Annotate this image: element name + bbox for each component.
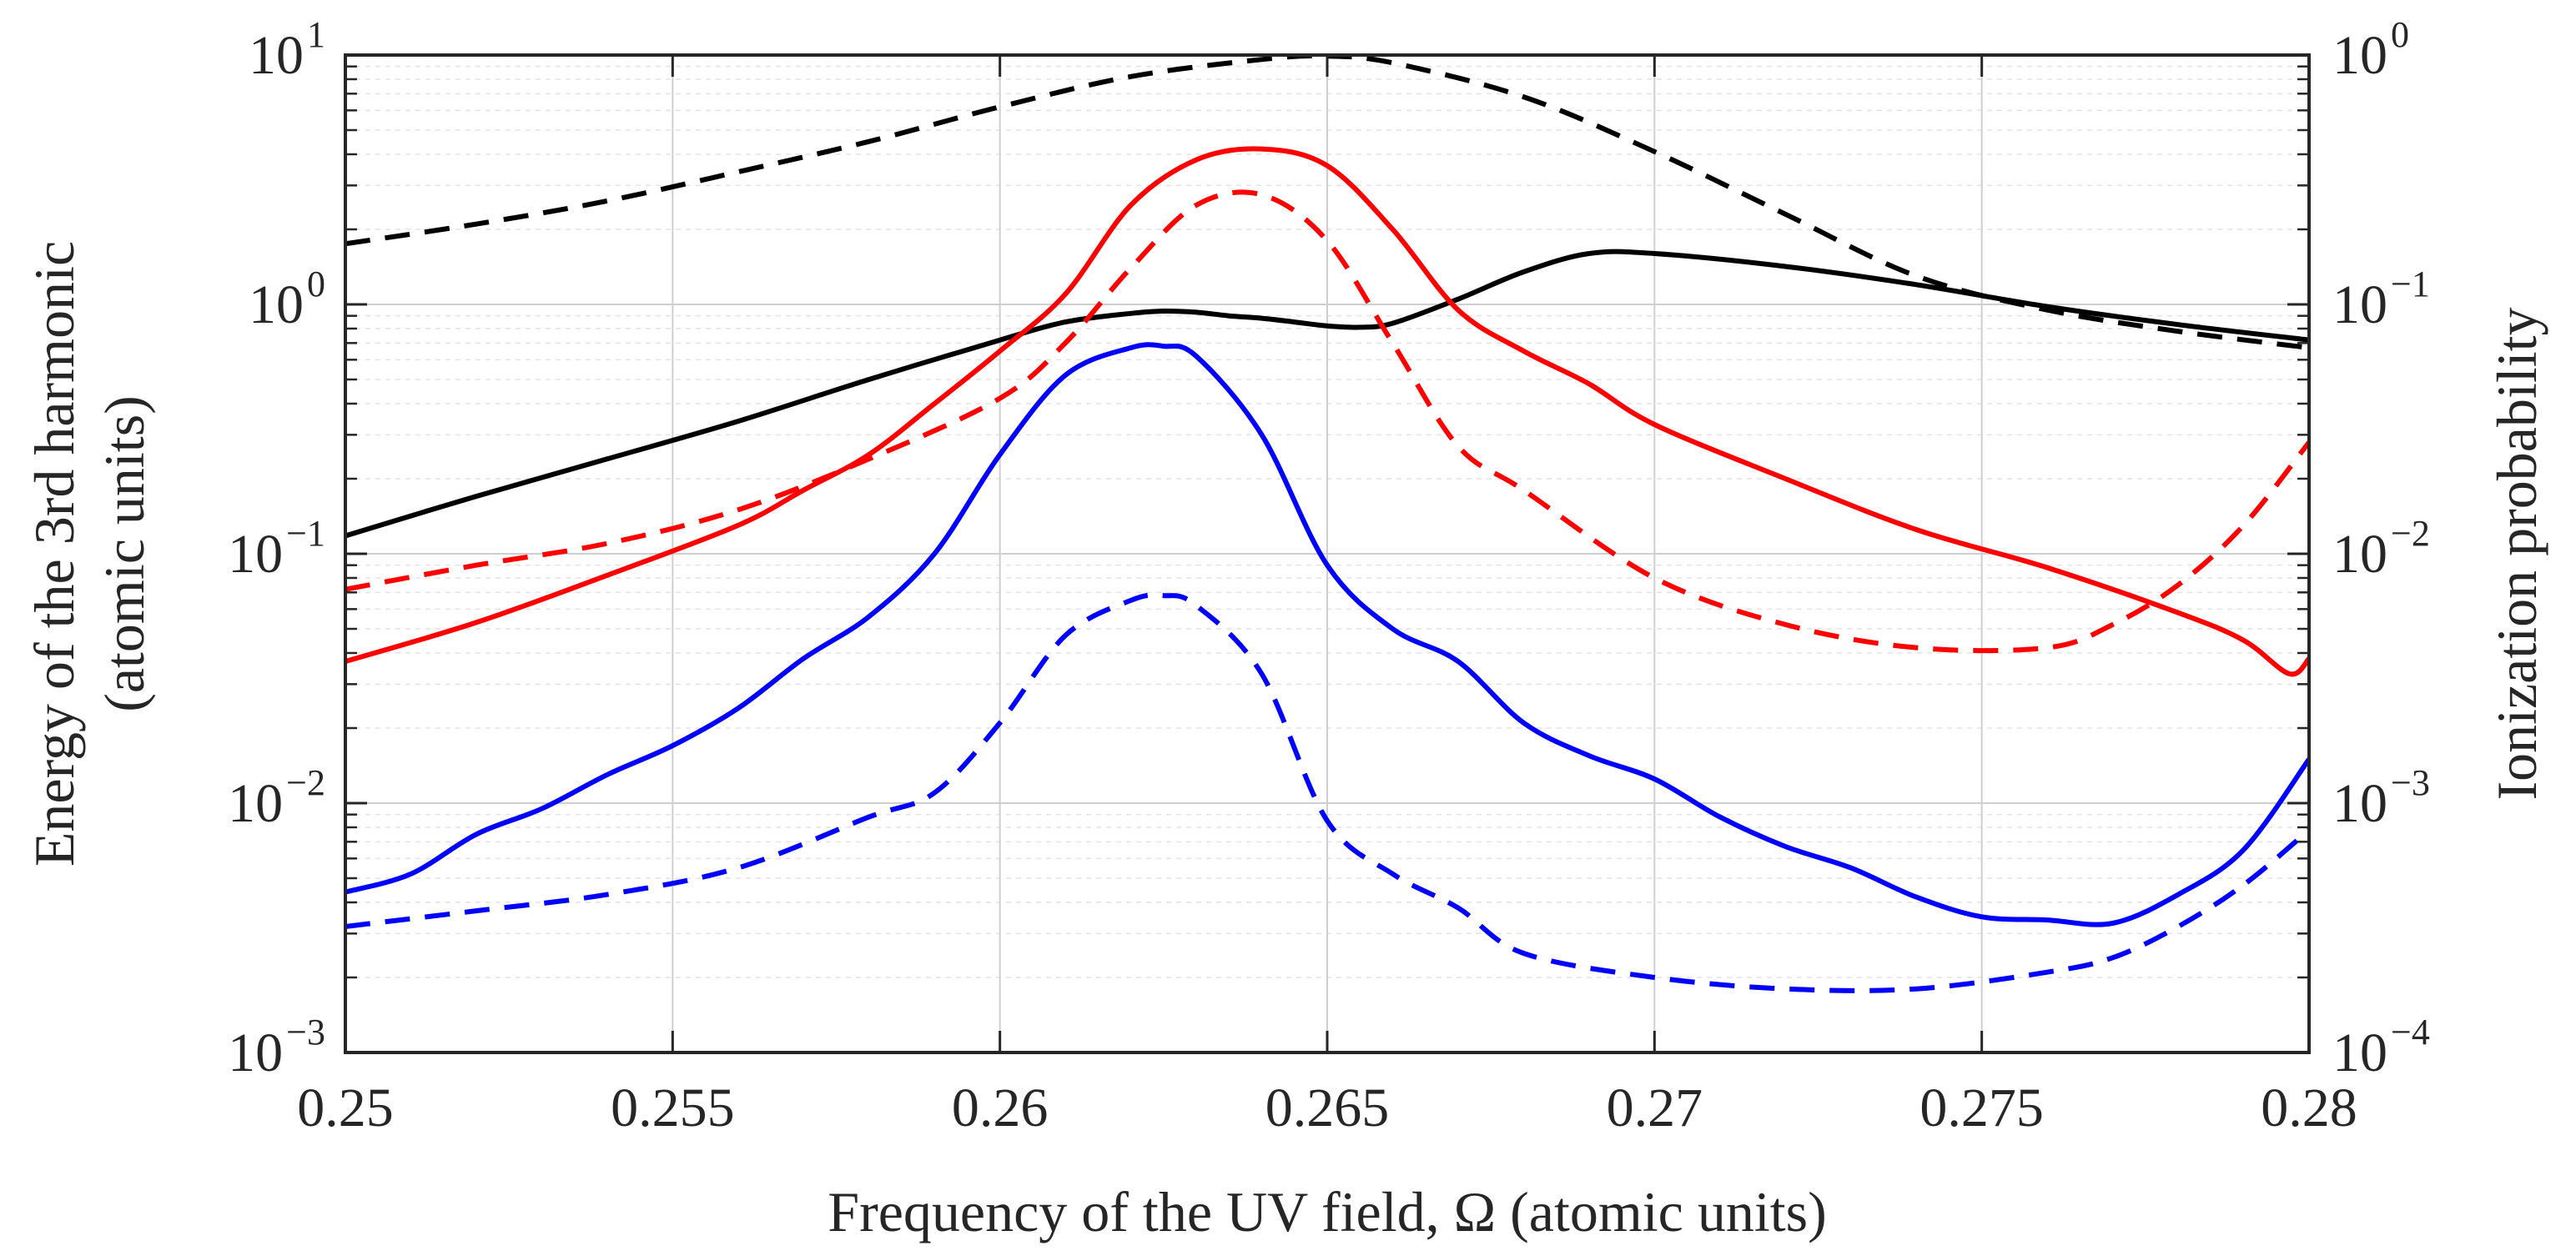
- tick-base: 10: [249, 274, 304, 335]
- series-red-solid: [345, 146, 2309, 677]
- x-tick-label: 0.28: [2261, 1078, 2357, 1138]
- tick-exponent: −3: [286, 1012, 325, 1053]
- y-tick-label-left: 10 0: [249, 264, 325, 335]
- y-tick-label-right: 10 −3: [2332, 762, 2430, 834]
- y-tick-label-left: 10 −1: [228, 513, 325, 585]
- x-tick-label: 0.255: [611, 1078, 735, 1138]
- tick-base: 10: [2332, 524, 2387, 585]
- y-tick-label-left: 10 −2: [228, 762, 325, 834]
- tick-base: 10: [2332, 25, 2387, 86]
- y-tick-label-right: 10 0: [2332, 14, 2409, 86]
- tick-base: 10: [228, 524, 283, 585]
- x-tick-label: 0.26: [952, 1078, 1049, 1138]
- series-black-solid: [345, 249, 2309, 539]
- tick-exponent: −2: [286, 762, 325, 803]
- tick-base: 10: [2332, 1022, 2387, 1083]
- y-tick-label-left: 10 −3: [228, 1012, 325, 1083]
- tick-base: 10: [228, 1022, 283, 1083]
- y-tick-label-left: 10 1: [249, 14, 325, 86]
- tick-exponent: 0: [2391, 14, 2409, 55]
- y-axis-title-right: Ionization probability: [2485, 307, 2548, 800]
- tick-base: 10: [228, 773, 283, 834]
- x-tick-label: 0.265: [1265, 1078, 1390, 1138]
- x-axis-title: Frequency of the UV field, Ω (atomic uni…: [828, 1180, 1826, 1243]
- series-blue-dashed: [345, 592, 2309, 993]
- series-red-dashed: [345, 189, 2309, 654]
- y-axis-title-left-line2: (atomic units): [93, 395, 156, 712]
- tick-base: 10: [249, 25, 304, 86]
- tick-base: 10: [2332, 274, 2387, 335]
- y-tick-label-right: 10 −1: [2332, 264, 2430, 335]
- tick-exponent: 1: [307, 14, 325, 55]
- x-tick-label: 0.27: [1607, 1078, 1703, 1138]
- x-tick-label: 0.25: [297, 1078, 394, 1138]
- y-tick-label-right: 10 −2: [2332, 513, 2430, 585]
- tick-exponent: 0: [307, 264, 325, 304]
- tick-exponent: −4: [2391, 1012, 2430, 1053]
- tick-exponent: −1: [286, 513, 325, 554]
- tick-exponent: −1: [2391, 264, 2430, 304]
- y-axis-title-left: Energy of the 3rd harmonic (atomic units…: [23, 241, 156, 867]
- ticks: [344, 53, 2311, 1054]
- tick-exponent: −3: [2391, 762, 2430, 803]
- y-tick-label-right: 10 −4: [2332, 1012, 2430, 1083]
- tick-base: 10: [2332, 773, 2387, 834]
- x-tick-label: 0.275: [1919, 1078, 2044, 1138]
- series-blue-solid: [345, 342, 2309, 927]
- y-axis-title-left-line1: Energy of the 3rd harmonic: [23, 241, 86, 867]
- tick-exponent: −2: [2391, 513, 2430, 554]
